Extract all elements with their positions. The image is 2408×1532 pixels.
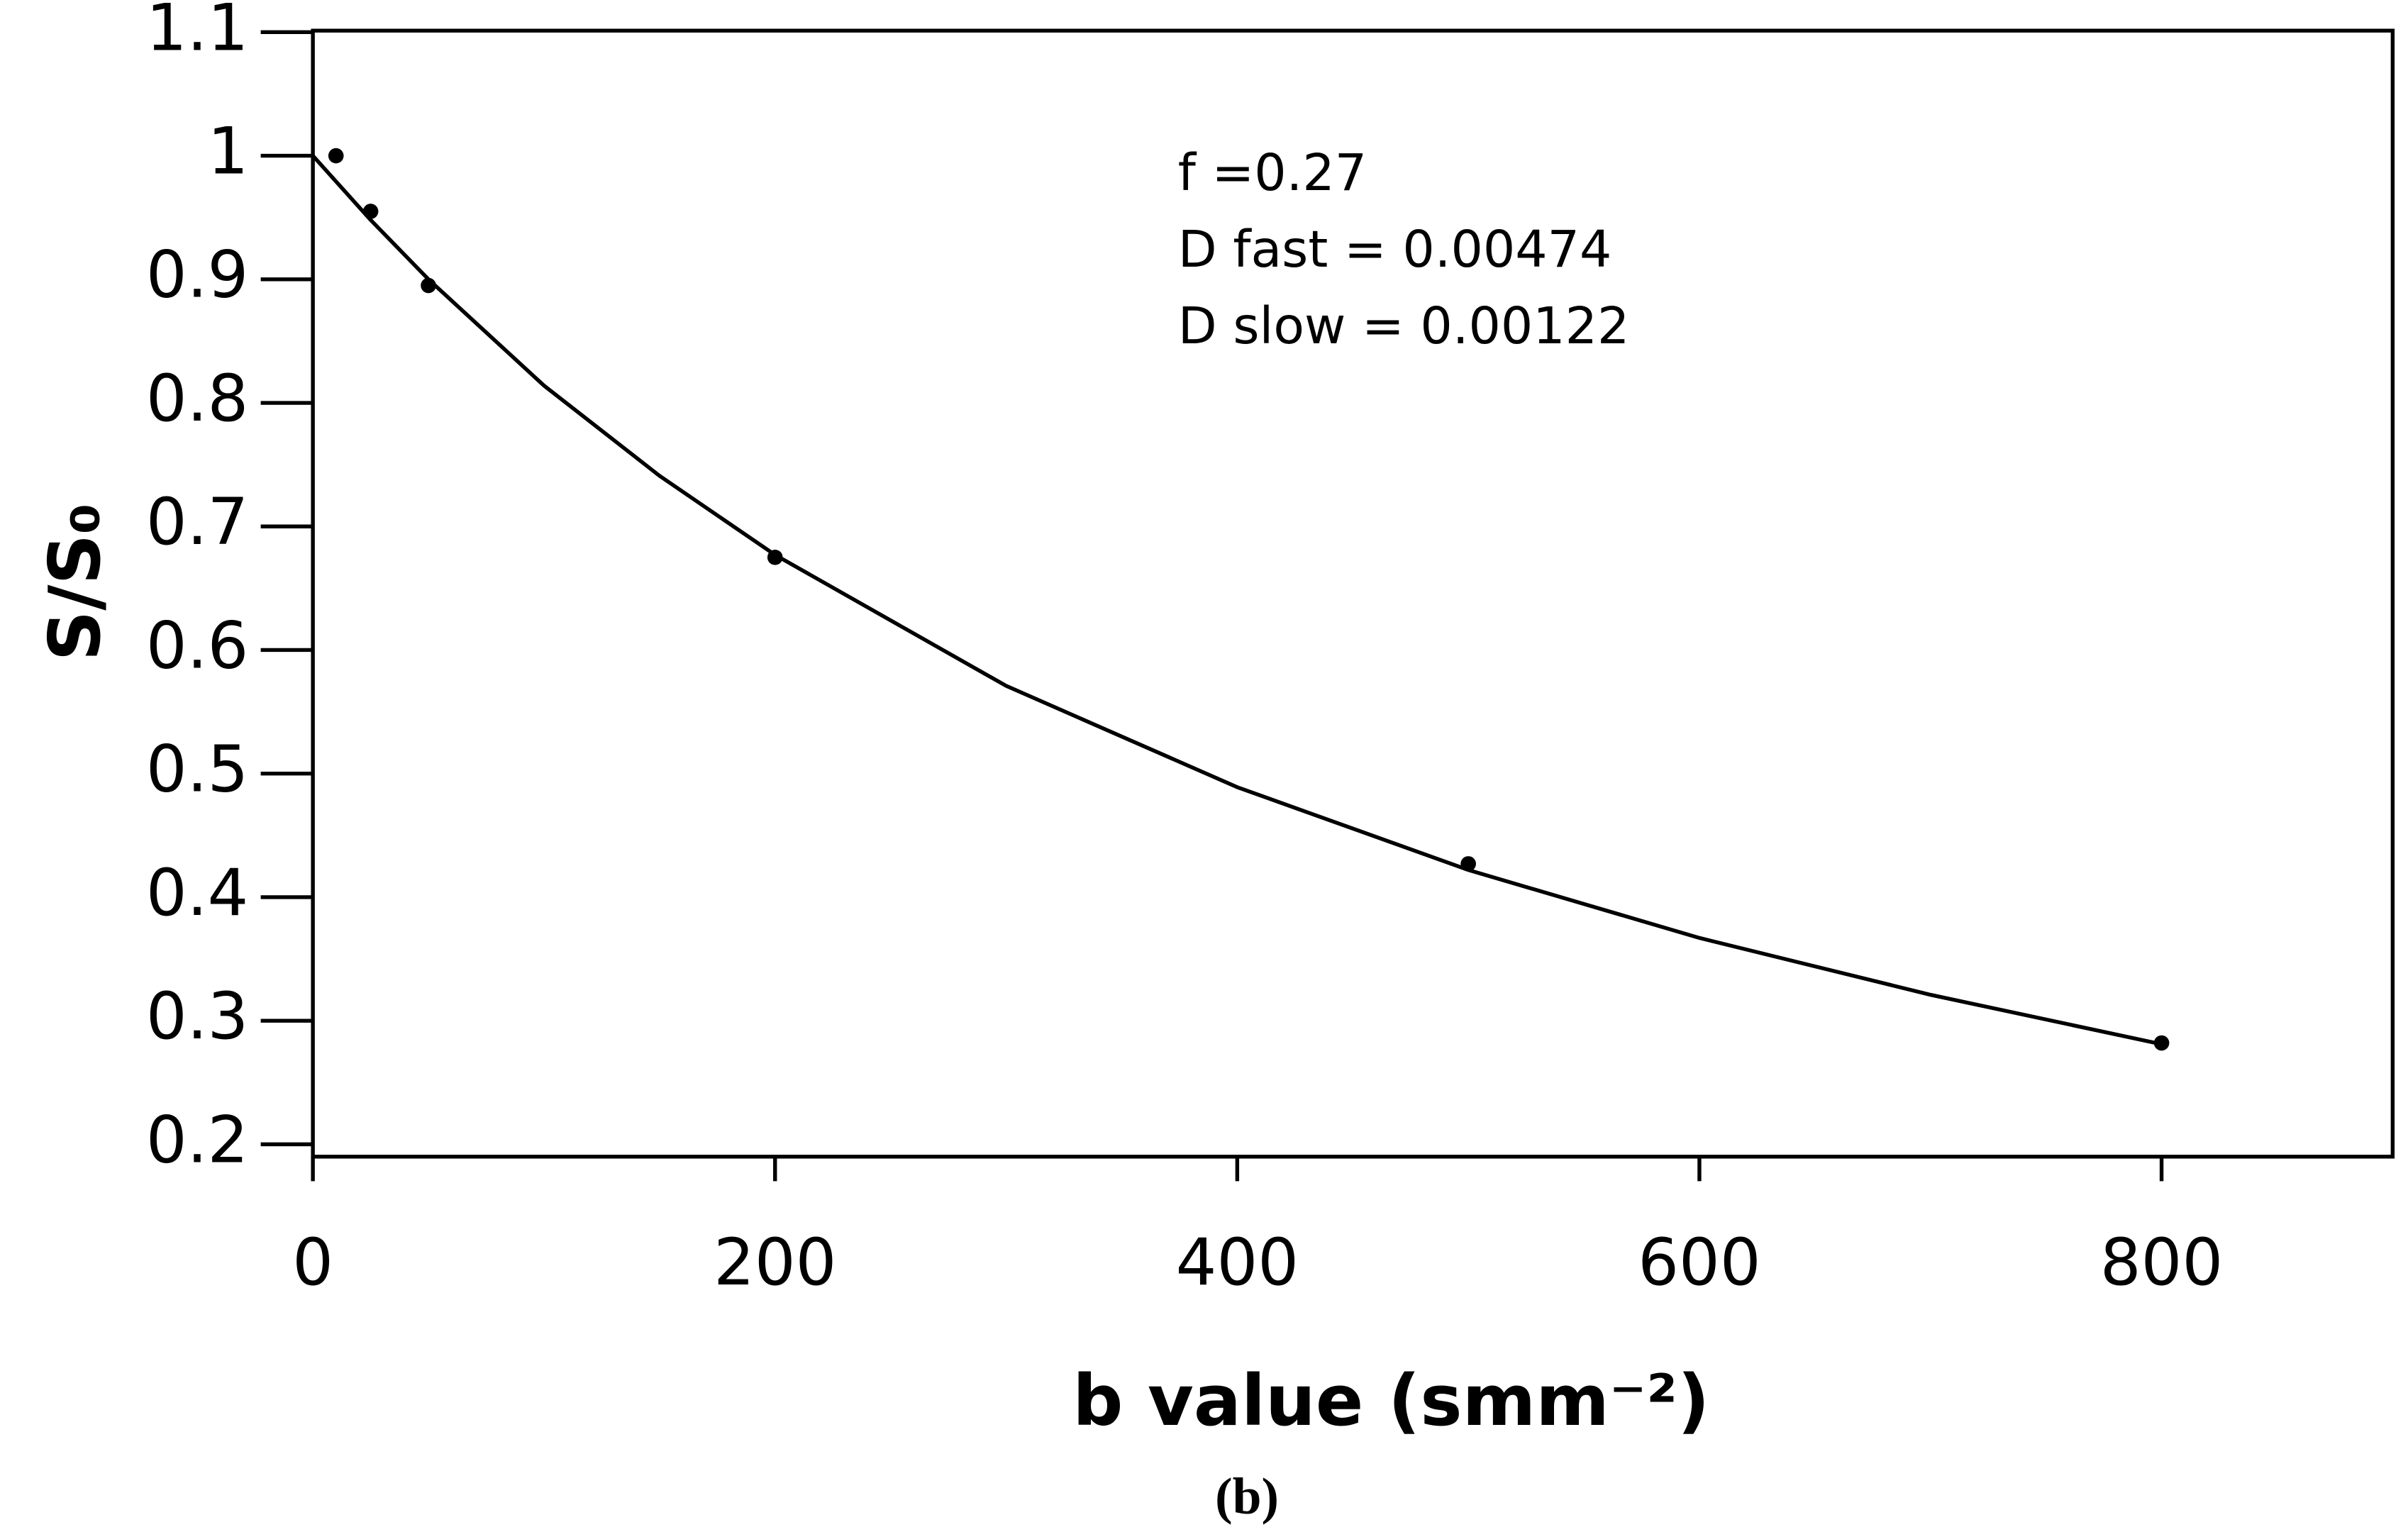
y-tick-label: 0.7 bbox=[146, 485, 248, 560]
annotation: f =0.27 bbox=[1178, 143, 1367, 202]
x-tick-label: 800 bbox=[2100, 1226, 2223, 1300]
y-tick-label: 0.4 bbox=[146, 856, 248, 931]
x-tick-label: 200 bbox=[714, 1226, 836, 1300]
fit-curve bbox=[311, 154, 2163, 1046]
annotation: D slow = 0.00122 bbox=[1178, 296, 1630, 355]
y-tick-label: 0.5 bbox=[146, 733, 248, 807]
caption: (b) bbox=[1215, 1467, 1279, 1525]
y-tick-label: 0.9 bbox=[146, 238, 248, 313]
y-axis-title: S/S₀ bbox=[35, 503, 116, 661]
plot-frame bbox=[311, 28, 2395, 1159]
y-tick-label: 0.8 bbox=[146, 362, 248, 436]
x-tick-label: 600 bbox=[1638, 1226, 1760, 1300]
y-tick-label: 0.6 bbox=[146, 609, 248, 683]
data-point bbox=[328, 148, 344, 164]
x-tick-label: 400 bbox=[1176, 1226, 1299, 1300]
y-tick-label: 0.3 bbox=[146, 979, 248, 1054]
y-tick-label: 1.1 bbox=[146, 0, 248, 65]
y-tick-label: 1 bbox=[208, 115, 249, 189]
annotation: D fast = 0.00474 bbox=[1178, 220, 1612, 279]
x-tick-label: 0 bbox=[292, 1226, 333, 1300]
x-axis-title: b value (smm⁻²) bbox=[1072, 1360, 1709, 1442]
y-tick-label: 0.2 bbox=[146, 1103, 248, 1177]
